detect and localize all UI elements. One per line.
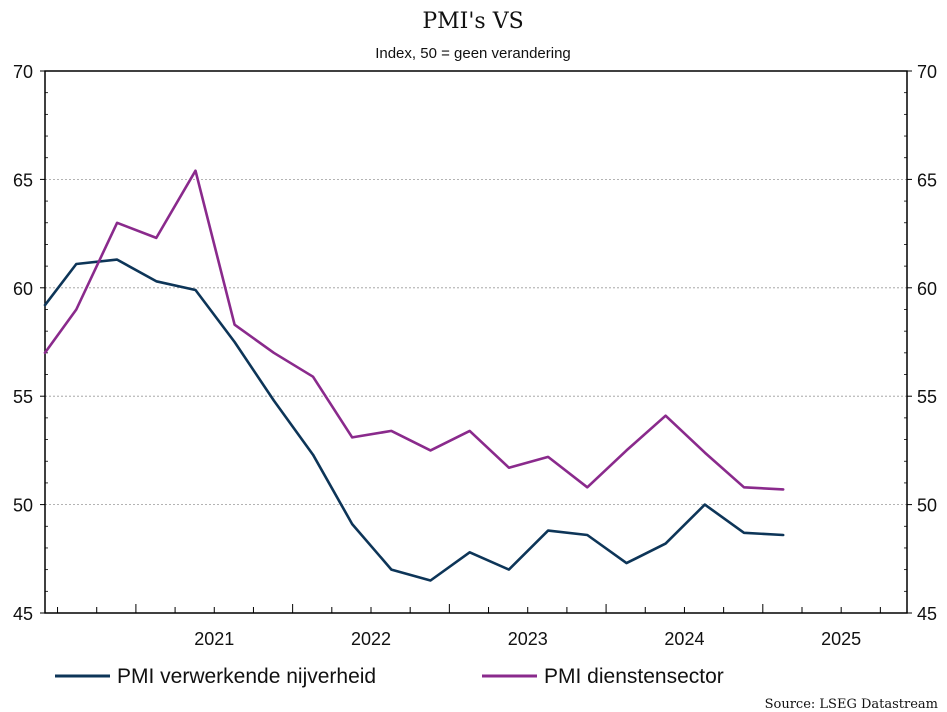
- ytick-right-45: 45: [917, 604, 937, 624]
- ytick-right-55: 55: [917, 387, 937, 407]
- xtick-2021: 2021: [194, 629, 234, 649]
- series-line-services: [43, 169, 785, 491]
- chart-title: PMI's VS: [422, 9, 523, 34]
- source-note: Source: LSEG Datastream: [765, 697, 938, 712]
- ytick-left-45: 45: [13, 604, 33, 624]
- ytick-right-70: 70: [917, 62, 937, 82]
- ytick-right-60: 60: [917, 279, 937, 299]
- series-lines: [43, 169, 785, 582]
- legend-label-services: PMI dienstensector: [544, 665, 724, 688]
- ytick-right-50: 50: [917, 496, 937, 516]
- gridlines: [45, 178, 907, 506]
- plot-frame: [44, 70, 908, 614]
- xtick-2024: 2024: [664, 629, 704, 649]
- axes: 45 45 50 50 55 55 60 60 65 65 70 70 2021 2022 2023 2024…: [13, 62, 937, 649]
- ytick-right-65: 65: [917, 170, 937, 190]
- ytick-left-70: 70: [13, 62, 33, 82]
- ytick-left-55: 55: [13, 387, 33, 407]
- legend-label-manufacturing: PMI verwerkende nijverheid: [117, 665, 376, 688]
- xtick-2025: 2025: [821, 629, 861, 649]
- xtick-2022: 2022: [351, 629, 391, 649]
- ytick-left-60: 60: [13, 279, 33, 299]
- legend: PMI verwerkende nijverheid PMI dienstens…: [55, 665, 724, 688]
- xtick-2023: 2023: [508, 629, 548, 649]
- series-line-manufacturing: [43, 258, 785, 582]
- ytick-left-50: 50: [13, 496, 33, 516]
- ytick-left-65: 65: [13, 170, 33, 190]
- chart-subtitle: Index, 50 = geen verandering: [375, 45, 571, 62]
